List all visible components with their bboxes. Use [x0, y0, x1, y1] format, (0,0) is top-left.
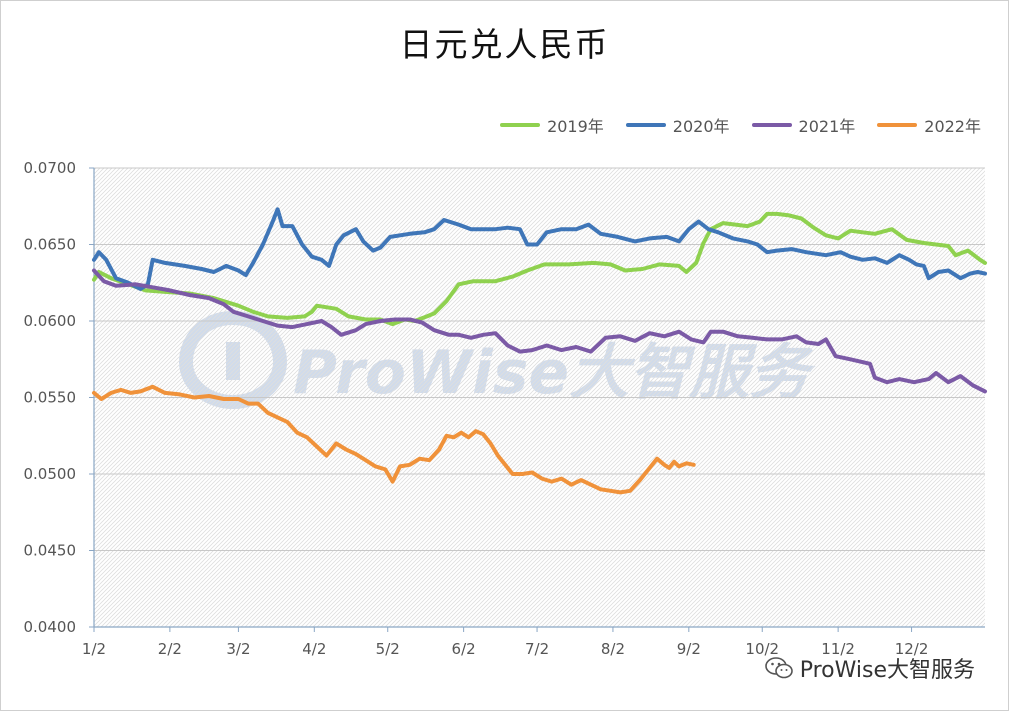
y-tick-label: 0.0650: [24, 236, 77, 254]
y-tick-label: 0.0400: [24, 618, 77, 636]
y-tick-label: 0.0600: [24, 312, 77, 330]
legend-item: 2019年: [500, 113, 604, 137]
x-tick-label: 2/2: [158, 640, 182, 658]
y-tick-label: 0.0450: [24, 542, 77, 560]
x-tick-label: 12/2: [895, 640, 929, 658]
footer-brand: ProWise大智服务: [764, 652, 975, 684]
legend-label: 2021年: [798, 117, 856, 136]
chart-legend: 2019年 2020年 2021年 2022年: [500, 113, 981, 137]
legend-label: 2022年: [924, 117, 981, 136]
x-tick-label: 10/2: [745, 640, 779, 658]
series-line-2021年: [92, 268, 987, 394]
x-tick-label: 8/2: [601, 640, 625, 658]
x-tick-label: 4/2: [302, 640, 326, 658]
legend-swatch: [877, 123, 918, 127]
legend-item: 2020年: [625, 113, 730, 137]
x-tick-label: 7/2: [525, 640, 549, 658]
x-tick-label: 9/2: [677, 640, 701, 658]
wechat-icon: [764, 657, 793, 679]
x-tick-label: 1/2: [82, 640, 106, 658]
series-line-2020年: [92, 207, 987, 291]
legend-label: 2019年: [547, 117, 604, 136]
series-line-2022年: [92, 384, 696, 495]
y-tick-label: 0.0700: [24, 159, 77, 177]
legend-swatch: [500, 123, 541, 127]
legend-swatch: [625, 123, 666, 127]
chart-title: 日元兑人民币: [399, 25, 610, 64]
x-tick-label: 6/2: [452, 640, 476, 658]
footer-brand-text: ProWise大智服务: [799, 658, 975, 683]
legend-swatch: [751, 123, 792, 127]
x-tick-label: 5/2: [376, 640, 400, 658]
legend-label: 2020年: [672, 117, 730, 136]
legend-item: 2022年: [877, 113, 981, 137]
series-line-2019年: [92, 211, 987, 327]
y-tick-label: 0.0550: [24, 389, 77, 407]
y-tick-label: 0.0500: [24, 465, 77, 483]
x-tick-label: 11/2: [821, 640, 855, 658]
x-tick-label: 3/2: [226, 640, 250, 658]
legend-item: 2021年: [751, 113, 856, 137]
